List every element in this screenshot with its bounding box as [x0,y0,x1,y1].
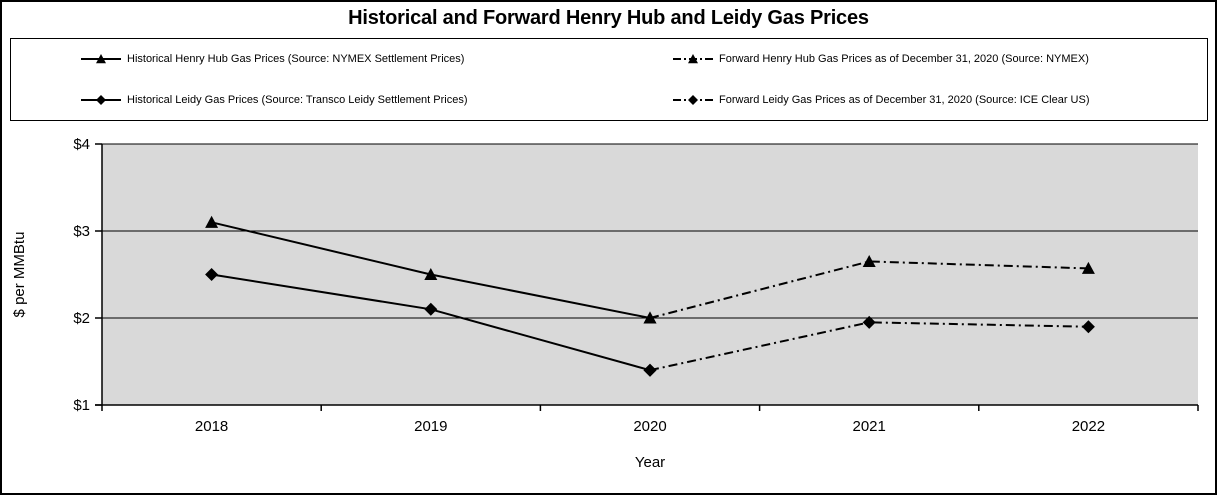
svg-text:$3: $3 [73,223,90,240]
legend-item-historical-henry-hub: Historical Henry Hub Gas Prices (Source:… [11,52,609,66]
solid-line-diamond-marker-icon [81,94,121,105]
legend: Historical Henry Hub Gas Prices (Source:… [10,38,1208,121]
dashdot-line-triangle-marker-icon [673,54,713,64]
chart-title: Historical and Forward Henry Hub and Lei… [348,7,869,29]
svg-text:2022: 2022 [1072,418,1105,435]
solid-line-triangle-marker-icon [81,54,121,64]
svg-text:2020: 2020 [633,418,666,435]
svg-text:2019: 2019 [414,418,447,435]
legend-label: Historical Leidy Gas Prices (Source: Tra… [127,93,468,106]
svg-text:2021: 2021 [853,418,886,435]
svg-text:Year: Year [635,454,665,471]
price-plot: $1 $2 $3 $4 2018 2019 2020 2021 2022 Year $ per MM… [11,136,1199,471]
legend-item-forward-henry-hub: Forward Henry Hub Gas Prices as of Decem… [609,52,1207,66]
svg-text:$ per MMBtu: $ per MMBtu [11,232,28,318]
dashdot-line-diamond-marker-icon [673,94,713,105]
legend-label: Forward Henry Hub Gas Prices as of Decem… [719,53,1089,66]
svg-text:$2: $2 [73,310,90,327]
legend-label: Forward Leidy Gas Prices as of December … [719,93,1090,106]
legend-item-historical-leidy: Historical Leidy Gas Prices (Source: Tra… [11,93,609,107]
legend-label: Historical Henry Hub Gas Prices (Source:… [127,53,465,66]
svg-text:$1: $1 [73,397,90,414]
svg-text:$4: $4 [73,136,90,153]
legend-item-forward-leidy: Forward Leidy Gas Prices as of December … [609,93,1207,107]
svg-text:2018: 2018 [195,418,228,435]
